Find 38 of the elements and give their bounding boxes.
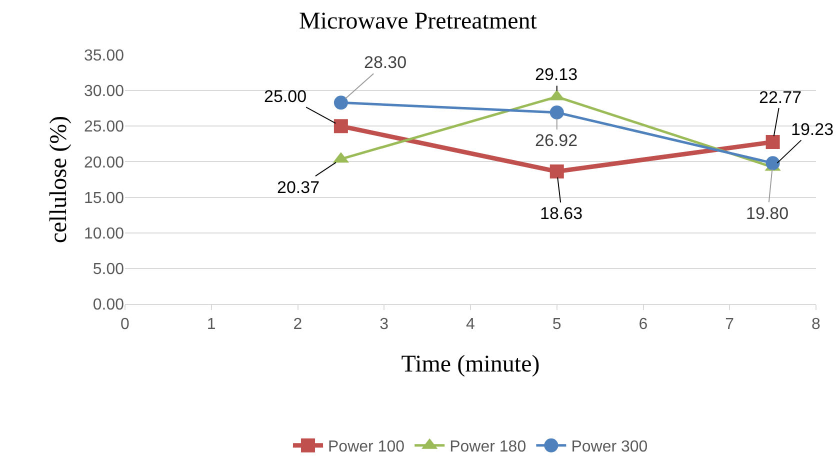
point — [334, 119, 348, 134]
point — [766, 135, 780, 150]
y-tick-label: 10.00 — [84, 225, 124, 242]
legend-label: Power 180 — [450, 438, 526, 456]
y-tick-label: 35.00 — [84, 48, 124, 65]
data-label: 29.13 — [535, 65, 578, 84]
point — [550, 105, 564, 120]
x-tick-label: 8 — [812, 316, 821, 334]
y-tick-label: 25.00 — [84, 118, 124, 136]
point — [550, 164, 564, 178]
y-tick-label: 5.00 — [92, 261, 124, 278]
x-tick-label: 5 — [552, 316, 562, 334]
y-tick-label: 20.00 — [84, 154, 124, 172]
data-label: 22.77 — [759, 88, 802, 107]
data-label: 26.92 — [535, 131, 578, 150]
point — [334, 96, 348, 110]
chart-title: Microwave Pretreatment — [299, 8, 538, 35]
x-tick-label: 2 — [293, 316, 302, 334]
legend-label: Power 300 — [571, 438, 648, 456]
data-label: 20.37 — [277, 178, 320, 197]
legend-label: Power 100 — [328, 438, 405, 456]
x-tick-label: 7 — [725, 316, 734, 334]
x-tick-label: 4 — [466, 316, 476, 334]
data-label: 18.63 — [540, 204, 583, 223]
y-tick-label: 15.00 — [84, 190, 124, 207]
data-label: 19.80 — [746, 204, 789, 223]
x-tick-label: 1 — [206, 316, 216, 334]
x-axis-title: Time (minute) — [401, 352, 540, 378]
data-label: 25.00 — [264, 87, 307, 106]
x-tick-label: 6 — [638, 316, 648, 334]
y-tick-label: 30.00 — [84, 83, 124, 100]
data-label: 19.23 — [791, 120, 834, 139]
x-tick-label: 0 — [120, 316, 130, 334]
x-tick-label: 3 — [380, 316, 389, 334]
data-label: 28.30 — [364, 53, 407, 72]
y-tick-label: 0.00 — [92, 296, 124, 314]
y-axis-title: cellulose (%) — [46, 116, 72, 244]
point — [766, 156, 780, 170]
